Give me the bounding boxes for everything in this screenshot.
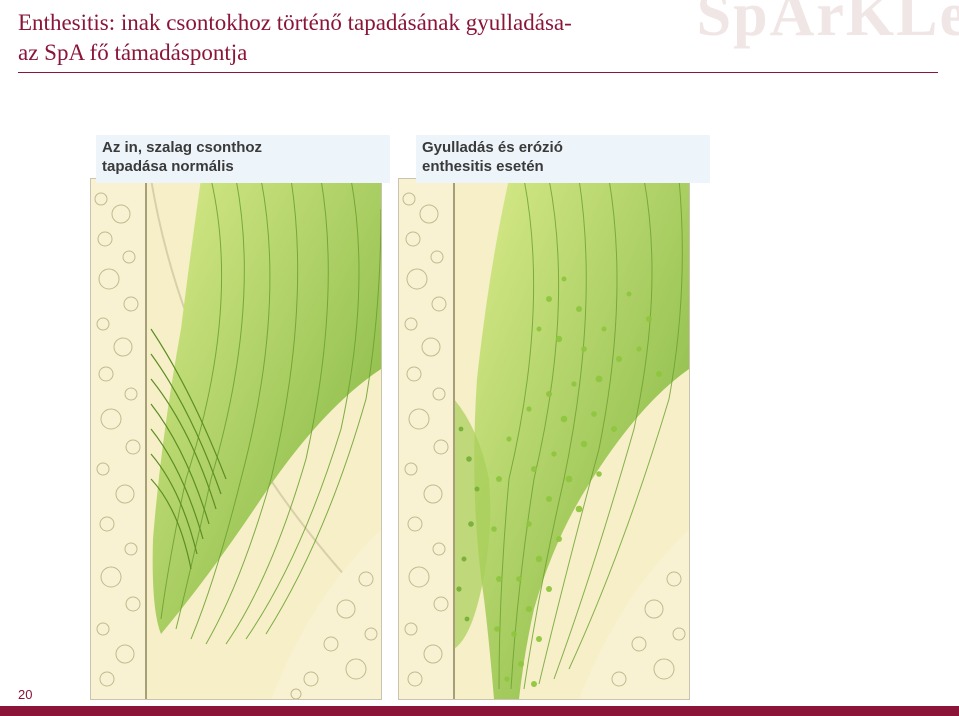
title-block: Enthesitis: inak csontokhoz történő tapa…: [18, 8, 939, 73]
figure-normal: [90, 178, 382, 700]
title-line-2: az SpA fő támadáspontja: [18, 38, 939, 68]
page-number: 20: [18, 687, 32, 702]
title-underline: [18, 72, 938, 73]
figure-labels: Az in, szalag csonthoz tapadása normális…: [96, 135, 716, 183]
label-normal-bold: Az in, szalag csonthoz: [102, 139, 262, 156]
label-normal-rest: tapadása normális: [102, 158, 234, 175]
figure-enthesitis-svg: [399, 179, 689, 699]
figures-row: [90, 178, 690, 700]
label-enth-rest: enthesitis esetén: [422, 158, 544, 175]
label-enth-bold: Gyulladás és erózió: [422, 139, 563, 156]
footer-bar: [0, 706, 959, 716]
label-enthesitis: Gyulladás és erózió enthesitis esetén: [416, 135, 710, 183]
figure-enthesitis: [398, 178, 690, 700]
figure-normal-svg: [91, 179, 381, 699]
title-line-1: Enthesitis: inak csontokhoz történő tapa…: [18, 8, 939, 38]
label-normal: Az in, szalag csonthoz tapadása normális: [96, 135, 390, 183]
